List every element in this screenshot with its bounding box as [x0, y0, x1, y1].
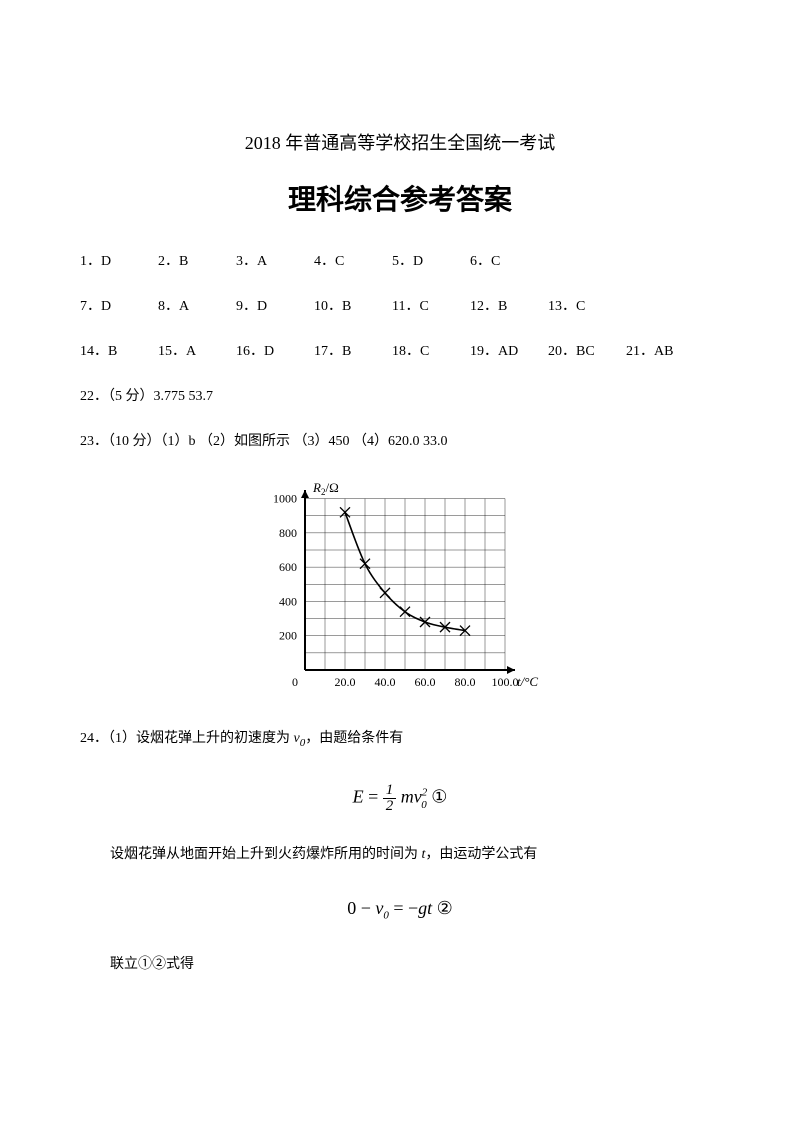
formula1-E: E: [353, 787, 364, 807]
answer-item: 12．B: [470, 296, 548, 317]
svg-text:R2/Ω: R2/Ω: [312, 480, 339, 497]
exam-title: 理科综合参考答案: [80, 179, 720, 221]
answer-item: 3．A: [236, 251, 314, 272]
answer-item: 20．BC: [548, 341, 626, 362]
answer-item: 1．D: [80, 251, 158, 272]
formula1-mv: mv: [401, 787, 422, 807]
answer-item: 6．C: [470, 251, 548, 272]
svg-text:40.0: 40.0: [375, 675, 396, 689]
answer-item: 18．C: [392, 341, 470, 362]
f2-minus: −: [356, 898, 375, 918]
p2-suffix: ，由运动学公式有: [425, 847, 537, 862]
f2-circle: ②: [432, 898, 453, 918]
f2-zero: 0: [347, 898, 356, 918]
answer-item: 16．D: [236, 341, 314, 362]
svg-text:t/°C: t/°C: [517, 674, 538, 689]
svg-text:20.0: 20.0: [335, 675, 356, 689]
answer-item: 4．C: [314, 251, 392, 272]
answers-row-3: 14．B15．A16．D17．B18．C19．AD20．BC21．AB: [80, 341, 720, 362]
q24-prefix: 24．（1）设烟花弹上升的初速度为: [80, 731, 294, 746]
answer-item: 9．D: [236, 296, 314, 317]
exam-subtitle: 2018 年普通高等学校招生全国统一考试: [80, 130, 720, 157]
frac-num: 1: [383, 783, 397, 799]
answers-row-1: 1．D2．B3．A4．C5．D6．C: [80, 251, 720, 272]
answer-item: 21．AB: [626, 341, 704, 362]
svg-text:0: 0: [292, 675, 298, 689]
answer-item: 5．D: [392, 251, 470, 272]
paragraph-3: 联立①②式得: [80, 954, 720, 975]
formula-1: E = 1 2 mv20 ①: [80, 783, 720, 814]
paragraph-2: 设烟花弹从地面开始上升到火药爆炸所用的时间为 t，由运动学公式有: [80, 844, 720, 865]
answer-item: 14．B: [80, 341, 158, 362]
svg-text:200: 200: [279, 629, 297, 643]
answer-item: 15．A: [158, 341, 236, 362]
answers-row-2: 7．D8．A9．D10．B11．C12．B13．C: [80, 296, 720, 317]
frac-den: 2: [383, 799, 397, 814]
answer-item: 17．B: [314, 341, 392, 362]
chart-container: 20.0 40.0 60.0 80.0 100.0 200 400 600 800 1000 0 t/…: [80, 472, 720, 702]
formula1-sup: 2: [422, 787, 428, 799]
answer-item: 7．D: [80, 296, 158, 317]
answer-item: 10．B: [314, 296, 392, 317]
f2-g: g: [418, 898, 427, 918]
question-23: 23．（10 分）（1）b （2）如图所示 （3）450 （4）620.0 33…: [80, 431, 720, 452]
question-22: 22．（5 分）3.775 53.7: [80, 386, 720, 407]
formula-2: 0 − v0 = −gt ②: [80, 895, 720, 924]
q24-suffix: ，由题给条件有: [305, 731, 403, 746]
answer-item: 13．C: [548, 296, 626, 317]
answer-item: 19．AD: [470, 341, 548, 362]
formula1-fraction: 1 2: [383, 783, 397, 814]
formula1-sub: 0: [421, 799, 427, 811]
svg-text:1000: 1000: [273, 492, 297, 506]
svg-text:800: 800: [279, 526, 297, 540]
f2-eq: = −: [389, 898, 418, 918]
resistance-temperature-chart: 20.0 40.0 60.0 80.0 100.0 200 400 600 800 1000 0 t/…: [250, 472, 550, 702]
answer-item: 11．C: [392, 296, 470, 317]
svg-text:100.0: 100.0: [492, 675, 519, 689]
question-24-line1: 24．（1）设烟花弹上升的初速度为 v0，由题给条件有: [80, 728, 720, 751]
answer-item: 2．B: [158, 251, 236, 272]
answer-item: 8．A: [158, 296, 236, 317]
svg-text:60.0: 60.0: [415, 675, 436, 689]
svg-text:80.0: 80.0: [455, 675, 476, 689]
q24-v0-var: v0: [294, 731, 306, 746]
svg-text:400: 400: [279, 594, 297, 608]
p2-prefix: 设烟花弹从地面开始上升到火药爆炸所用的时间为: [110, 847, 422, 862]
svg-text:600: 600: [279, 560, 297, 574]
formula1-circle: ①: [431, 787, 447, 807]
